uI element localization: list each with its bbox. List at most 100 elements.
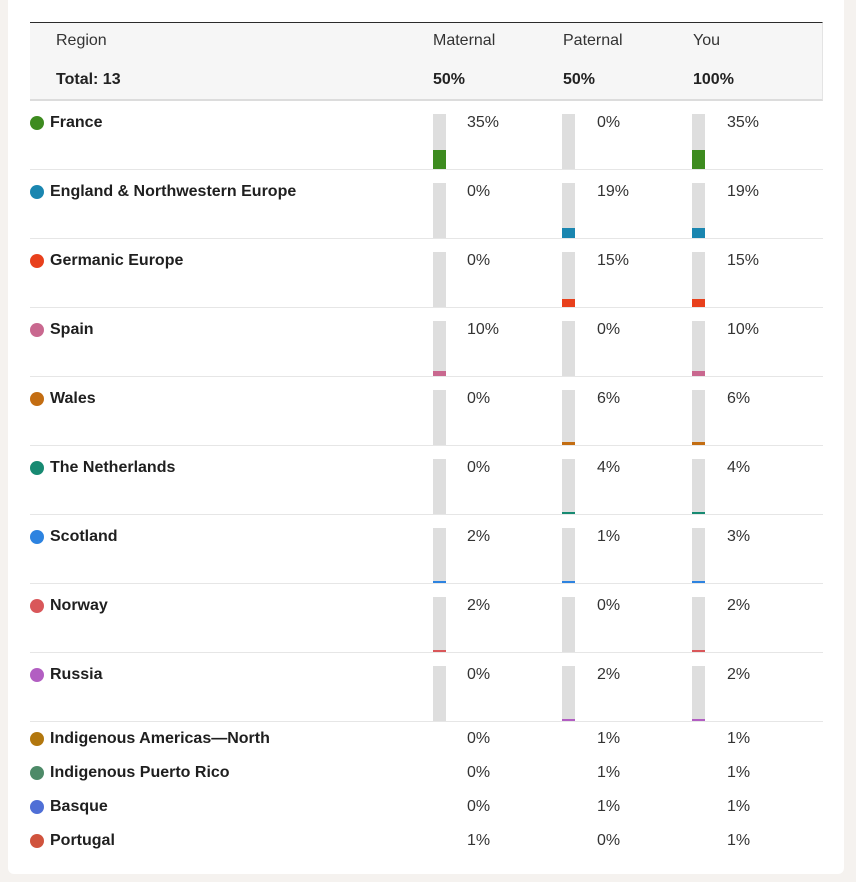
region-rows: France 35% 0% 35% England & Northwestern Eur… xyxy=(30,101,823,858)
paternal-percentage: 0% xyxy=(597,114,621,131)
region-color-dot-icon xyxy=(30,461,44,475)
region-label: Norway xyxy=(30,597,108,615)
paternal-bar-track xyxy=(562,597,575,652)
maternal-percentage: 0% xyxy=(467,252,491,269)
maternal-percentage: 0% xyxy=(467,764,491,781)
ethnicity-table: Region Maternal Paternal You Total: 13 5… xyxy=(30,22,823,858)
you-percentage: 2% xyxy=(727,597,751,614)
region-row-basque[interactable]: Basque 0% 1% 1% xyxy=(30,790,823,824)
you-column-header: You xyxy=(693,32,720,49)
maternal-bar-fill xyxy=(433,371,446,376)
you-bar-track xyxy=(692,252,705,307)
region-name: Wales xyxy=(50,390,96,407)
maternal-bar-fill xyxy=(433,581,446,583)
you-bar-track xyxy=(692,597,705,652)
paternal-percentage: 6% xyxy=(597,390,621,407)
region-row-spain[interactable]: Spain 10% 0% 10% xyxy=(30,308,823,377)
paternal-bar-fill xyxy=(562,228,575,238)
region-label: The Netherlands xyxy=(30,459,175,477)
region-column-header: Region xyxy=(56,32,107,49)
paternal-percentage: 19% xyxy=(597,183,630,200)
you-percentage: 15% xyxy=(727,252,760,269)
region-row-portugal[interactable]: Portugal 1% 0% 1% xyxy=(30,824,823,858)
maternal-bar-track xyxy=(433,252,446,307)
region-row-germanic-europe[interactable]: Germanic Europe 0% 15% 15% xyxy=(30,239,823,308)
you-bar-track xyxy=(692,114,705,169)
maternal-percentage: 1% xyxy=(467,832,491,849)
maternal-bar-track xyxy=(433,459,446,514)
maternal-percentage: 0% xyxy=(467,666,491,683)
paternal-bar-track xyxy=(562,390,575,445)
paternal-bar-track xyxy=(562,114,575,169)
you-percentage: 1% xyxy=(727,730,751,747)
region-row-russia[interactable]: Russia 0% 2% 2% xyxy=(30,653,823,722)
region-color-dot-icon xyxy=(30,834,44,848)
paternal-bar-fill xyxy=(562,719,575,721)
region-row-wales[interactable]: Wales 0% 6% 6% xyxy=(30,377,823,446)
you-bar-fill xyxy=(692,581,705,583)
paternal-percentage: 0% xyxy=(597,321,621,338)
paternal-bar-fill xyxy=(562,442,575,445)
region-label: Germanic Europe xyxy=(30,252,183,270)
paternal-percentage: 4% xyxy=(597,459,621,476)
maternal-total: 50% xyxy=(433,71,466,88)
region-color-dot-icon xyxy=(30,116,44,130)
you-bar-fill xyxy=(692,228,705,238)
paternal-bar-track xyxy=(562,459,575,514)
maternal-percentage: 2% xyxy=(467,597,491,614)
maternal-percentage: 0% xyxy=(467,390,491,407)
region-row-scotland[interactable]: Scotland 2% 1% 3% xyxy=(30,515,823,584)
you-total: 100% xyxy=(693,71,734,88)
you-percentage: 6% xyxy=(727,390,751,407)
you-percentage: 1% xyxy=(727,798,751,815)
maternal-bar-track xyxy=(433,597,446,652)
region-name: Indigenous Americas—North xyxy=(50,730,270,747)
region-row-indigenous-americas-north[interactable]: Indigenous Americas—North 0% 1% 1% xyxy=(30,722,823,756)
region-name: Norway xyxy=(50,597,108,614)
region-label: Portugal xyxy=(30,832,115,850)
region-color-dot-icon xyxy=(30,599,44,613)
maternal-percentage: 2% xyxy=(467,528,491,545)
region-color-dot-icon xyxy=(30,323,44,337)
you-bar-track xyxy=(692,390,705,445)
maternal-bar-track xyxy=(433,183,446,238)
paternal-percentage: 0% xyxy=(597,832,621,849)
region-label: Spain xyxy=(30,321,94,339)
you-bar-fill xyxy=(692,299,705,307)
region-label: Scotland xyxy=(30,528,118,546)
region-name: Indigenous Puerto Rico xyxy=(50,764,230,781)
region-name: Portugal xyxy=(50,832,115,849)
region-row-norway[interactable]: Norway 2% 0% 2% xyxy=(30,584,823,653)
you-bar-fill xyxy=(692,650,705,652)
region-row-england-northwestern-europe[interactable]: England & Northwestern Europe 0% 19% 19% xyxy=(30,170,823,239)
maternal-percentage: 0% xyxy=(467,730,491,747)
maternal-bar-track xyxy=(433,528,446,583)
paternal-percentage: 1% xyxy=(597,528,621,545)
region-name: Basque xyxy=(50,798,108,815)
you-bar-fill xyxy=(692,442,705,445)
you-bar-fill xyxy=(692,371,705,376)
region-name: The Netherlands xyxy=(50,459,176,476)
you-bar-track xyxy=(692,459,705,514)
maternal-bar-track xyxy=(433,390,446,445)
region-row-indigenous-puerto-rico[interactable]: Indigenous Puerto Rico 0% 1% 1% xyxy=(30,756,823,790)
region-color-dot-icon xyxy=(30,185,44,199)
region-color-dot-icon xyxy=(30,732,44,746)
you-percentage: 35% xyxy=(727,114,760,131)
region-label: England & Northwestern Europe xyxy=(30,183,296,201)
maternal-percentage: 10% xyxy=(467,321,500,338)
you-bar-fill xyxy=(692,150,705,169)
region-label: France xyxy=(30,114,102,132)
maternal-percentage: 35% xyxy=(467,114,500,131)
table-header: Region Maternal Paternal You Total: 13 5… xyxy=(30,22,823,101)
region-name: Spain xyxy=(50,321,94,338)
maternal-bar-fill xyxy=(433,150,446,169)
region-row-the-netherlands[interactable]: The Netherlands 0% 4% 4% xyxy=(30,446,823,515)
paternal-bar-track xyxy=(562,528,575,583)
region-label: Wales xyxy=(30,390,96,408)
region-name: Russia xyxy=(50,666,103,683)
region-row-france[interactable]: France 35% 0% 35% xyxy=(30,101,823,170)
maternal-column-header: Maternal xyxy=(433,32,496,49)
paternal-total: 50% xyxy=(563,71,596,88)
paternal-percentage: 15% xyxy=(597,252,630,269)
